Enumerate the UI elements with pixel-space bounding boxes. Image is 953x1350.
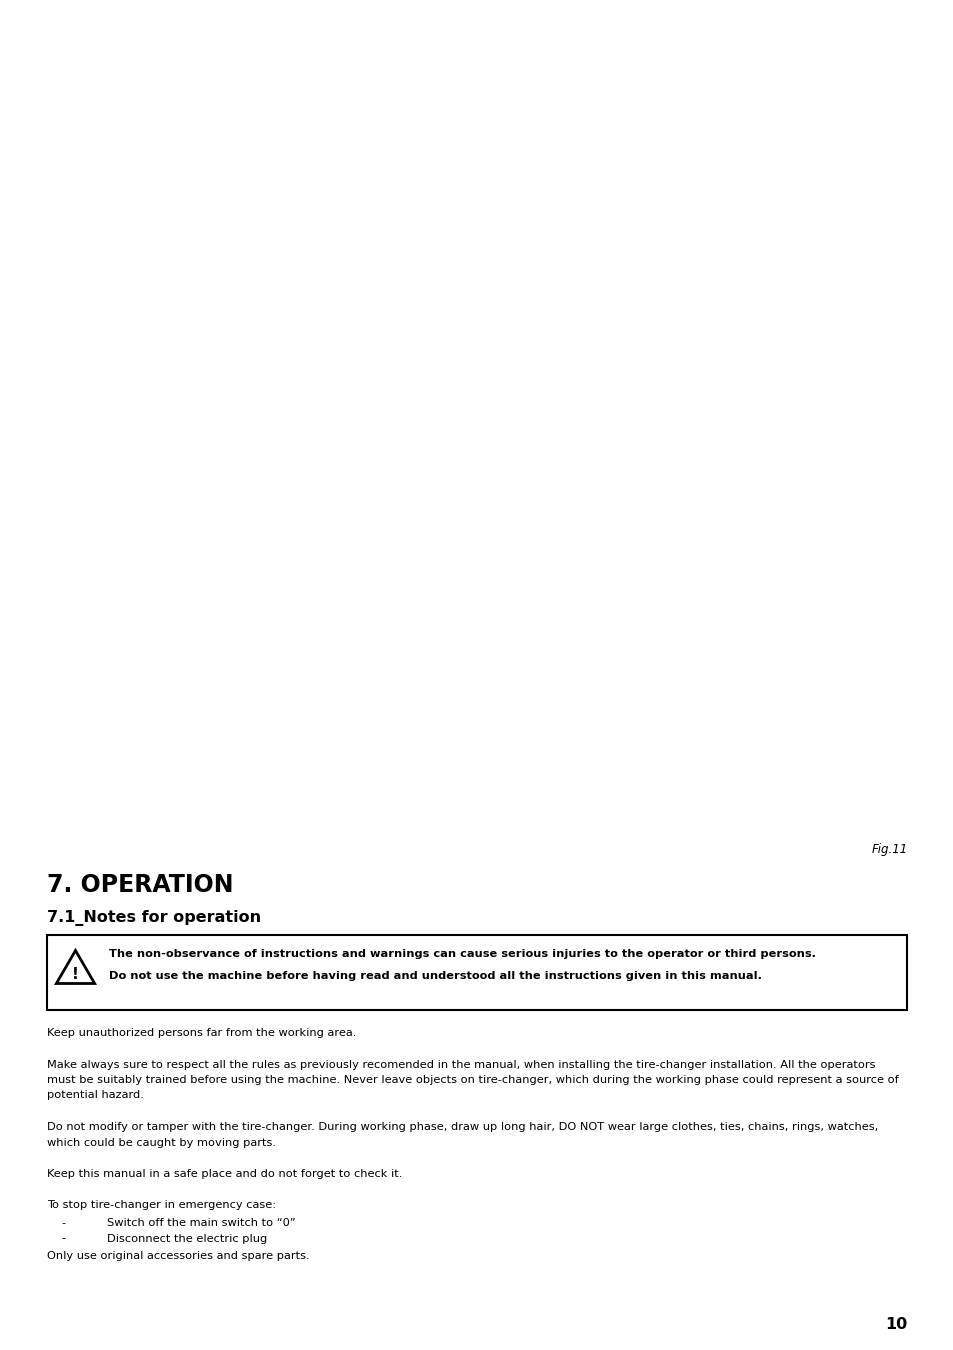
Text: The non-observance of instructions and warnings can cause serious injuries to th: The non-observance of instructions and w…	[110, 949, 816, 958]
Text: Keep this manual in a safe place and do not forget to check it.: Keep this manual in a safe place and do …	[48, 1169, 402, 1179]
Text: Do not modify or tamper with the tire-changer. During working phase, draw up lon: Do not modify or tamper with the tire-ch…	[48, 1122, 878, 1133]
Text: Make always sure to respect all the rules as previously recomended in the manual: Make always sure to respect all the rule…	[48, 1060, 875, 1069]
Text: must be suitably trained before using the machine. Never leave objects on tire-c: must be suitably trained before using th…	[48, 1075, 899, 1085]
Text: Only use original accessories and spare parts.: Only use original accessories and spare …	[48, 1251, 310, 1261]
Text: -: -	[61, 1234, 66, 1243]
Text: 7.1_Notes for operation: 7.1_Notes for operation	[48, 910, 261, 926]
Text: !: !	[72, 967, 79, 981]
Text: Disconnect the electric plug: Disconnect the electric plug	[108, 1234, 268, 1243]
Text: which could be caught by moving parts.: which could be caught by moving parts.	[48, 1138, 276, 1148]
Text: potential hazard.: potential hazard.	[48, 1091, 144, 1100]
Text: -: -	[61, 1218, 66, 1228]
Text: 10: 10	[884, 1318, 906, 1332]
Text: Keep unauthorized persons far from the working area.: Keep unauthorized persons far from the w…	[48, 1027, 356, 1038]
Bar	[48, 936, 906, 1010]
Bar	[1, 0, 952, 859]
Text: Do not use the machine before having read and understood all the instructions gi: Do not use the machine before having rea…	[110, 971, 761, 981]
Text: Switch off the main switch to “0”: Switch off the main switch to “0”	[108, 1218, 295, 1228]
Text: Fig.11: Fig.11	[870, 842, 906, 856]
Text: 7. OPERATION: 7. OPERATION	[48, 873, 233, 896]
Text: To stop tire-changer in emergency case:: To stop tire-changer in emergency case:	[48, 1200, 276, 1211]
